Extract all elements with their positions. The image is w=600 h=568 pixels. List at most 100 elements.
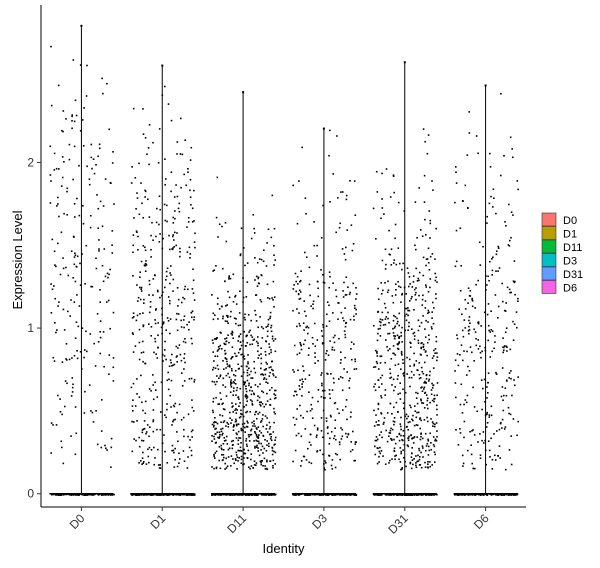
data-point	[172, 290, 174, 292]
data-point	[327, 354, 330, 356]
data-point	[274, 413, 276, 415]
data-point	[415, 287, 417, 289]
data-point	[213, 453, 215, 456]
data-point	[60, 440, 63, 443]
data-point	[433, 398, 435, 400]
data-point	[223, 437, 226, 439]
data-point	[65, 118, 67, 120]
data-point	[389, 429, 392, 432]
data-point	[245, 411, 247, 414]
data-point	[250, 453, 253, 455]
data-point	[493, 347, 495, 350]
data-point	[342, 493, 345, 496]
data-point	[377, 332, 379, 335]
data-point	[215, 216, 218, 219]
data-point	[412, 281, 415, 283]
data-point	[251, 377, 254, 379]
data-point	[317, 295, 320, 298]
data-point	[428, 494, 430, 496]
data-point	[425, 234, 427, 236]
data-point	[246, 395, 248, 397]
data-point	[244, 318, 246, 321]
data-point	[254, 257, 256, 259]
data-point	[394, 315, 397, 318]
data-point	[380, 355, 383, 357]
data-point	[418, 362, 421, 364]
data-point	[67, 310, 69, 313]
data-point	[176, 153, 178, 155]
data-point	[225, 358, 228, 360]
data-point	[135, 494, 137, 496]
data-point	[230, 384, 232, 386]
data-point	[150, 390, 152, 392]
data-point	[502, 494, 504, 496]
data-point	[234, 379, 236, 381]
data-point	[260, 461, 262, 464]
data-point	[271, 387, 273, 389]
data-point	[486, 313, 489, 316]
data-point	[494, 294, 497, 296]
data-point	[183, 353, 186, 355]
data-point	[456, 353, 459, 355]
data-point	[249, 399, 252, 401]
data-point	[467, 330, 470, 332]
data-point	[348, 293, 351, 296]
data-point	[486, 284, 488, 286]
data-point	[192, 268, 194, 270]
data-point	[433, 451, 436, 453]
data-point	[258, 430, 261, 432]
data-point	[179, 247, 181, 250]
data-point	[394, 354, 397, 356]
data-point	[495, 371, 497, 374]
data-point	[237, 430, 240, 433]
data-point	[320, 237, 323, 239]
data-point	[477, 339, 479, 341]
data-point	[402, 456, 405, 459]
data-point	[399, 461, 402, 463]
data-point	[431, 357, 434, 359]
data-point	[377, 419, 380, 422]
data-point	[212, 397, 215, 400]
data-point	[510, 463, 513, 466]
data-point	[309, 410, 312, 412]
data-point	[51, 288, 54, 291]
data-point	[407, 445, 409, 448]
data-point	[309, 294, 311, 297]
data-point	[431, 464, 433, 466]
data-point	[222, 360, 224, 362]
data-point	[399, 382, 401, 384]
data-point	[431, 253, 434, 255]
data-point	[397, 201, 400, 204]
data-point	[421, 304, 424, 306]
data-point	[303, 455, 306, 458]
data-point	[133, 316, 135, 318]
data-point	[408, 276, 411, 278]
data-point	[55, 424, 58, 426]
data-point	[74, 252, 76, 254]
data-point	[150, 335, 152, 337]
data-point	[349, 318, 352, 321]
data-point	[491, 274, 493, 276]
data-point	[453, 493, 456, 496]
data-point	[186, 251, 189, 253]
data-point	[216, 422, 219, 425]
legend-swatch	[541, 266, 557, 281]
data-point	[469, 290, 472, 292]
data-point	[274, 463, 276, 465]
data-point	[473, 328, 475, 331]
data-point	[154, 340, 157, 343]
data-point	[238, 312, 241, 314]
data-point	[475, 344, 478, 347]
data-point	[385, 263, 387, 266]
data-point	[353, 180, 356, 182]
data-point	[390, 264, 393, 266]
data-point	[339, 222, 341, 225]
data-point	[55, 167, 58, 170]
data-point	[259, 460, 262, 463]
data-point	[328, 454, 330, 457]
data-point	[98, 143, 101, 146]
data-point	[142, 324, 145, 327]
data-point	[489, 166, 492, 168]
data-point	[260, 367, 262, 370]
data-point	[156, 396, 159, 398]
